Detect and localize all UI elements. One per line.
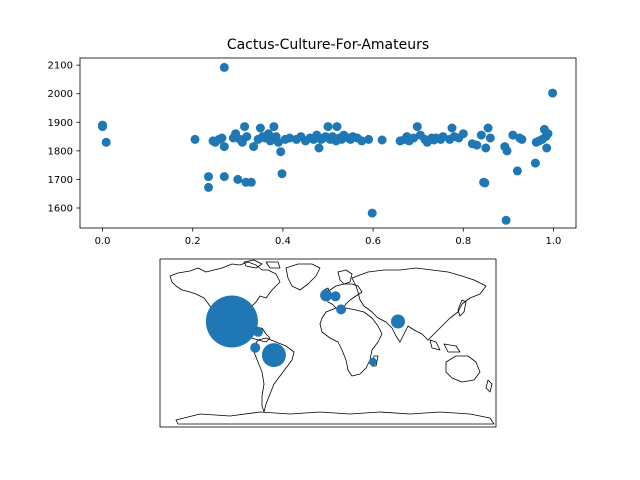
scatter-point <box>472 140 482 150</box>
scatter-point <box>269 122 279 132</box>
scatter-point <box>273 137 283 147</box>
scatter-point <box>357 136 367 146</box>
scatter-point <box>481 143 491 153</box>
scatter-point <box>101 137 111 147</box>
scatter-axes-frame <box>79 57 577 229</box>
y-tick-label: 2000 <box>48 89 73 100</box>
scatter-point <box>476 130 486 140</box>
y-tick-label: 1700 <box>48 175 73 186</box>
coastline-australia <box>445 355 481 383</box>
scatter-chart: Cactus-Culture-For-Amateurs 0.0 0.2 0.4 0.6… <box>48 37 577 247</box>
x-tick-label: 0.0 <box>95 236 111 247</box>
x-tick-label: 0.2 <box>185 236 201 247</box>
map-bubble <box>336 304 347 315</box>
map-bubble <box>320 289 333 302</box>
coastline-europe <box>325 283 363 311</box>
x-tick-label: 0.6 <box>365 236 381 247</box>
scatter-point <box>217 133 227 143</box>
scatter-point <box>501 215 511 225</box>
x-tick-label: 0.8 <box>455 236 471 247</box>
scatter-point <box>314 143 324 153</box>
map-bubbles <box>205 289 405 368</box>
map-bubble <box>250 342 261 353</box>
x-axis-ticks: 0.0 0.2 0.4 0.6 0.8 1.0 <box>95 228 562 247</box>
map-bubble <box>261 343 286 368</box>
scatter-point <box>204 172 213 182</box>
y-tick-label: 2100 <box>48 61 73 72</box>
scatter-point <box>517 134 527 144</box>
scatter-point <box>548 88 558 98</box>
y-axis-ticks: 1600 1700 1800 1900 2000 2100 <box>48 61 80 215</box>
scatter-point <box>364 134 374 144</box>
world-map-chart <box>159 258 497 428</box>
coastline-new-zealand <box>485 379 493 393</box>
map-bubble <box>240 321 251 332</box>
x-tick-label: 0.4 <box>275 236 291 247</box>
scatter-points <box>98 62 558 225</box>
scatter-point <box>255 123 265 133</box>
y-tick-label: 1900 <box>48 118 73 129</box>
coastline-antarctica <box>175 411 495 425</box>
scatter-point <box>530 158 540 168</box>
scatter-point <box>219 62 229 72</box>
scatter-point <box>412 122 422 132</box>
scatter-point <box>542 143 552 153</box>
scatter-point <box>98 122 107 132</box>
scatter-point <box>332 122 342 132</box>
map-frame <box>159 258 497 428</box>
scatter-point <box>502 146 512 156</box>
scatter-point <box>285 133 295 143</box>
chart-title: Cactus-Culture-For-Amateurs <box>227 37 429 53</box>
coastline-arctic-islands <box>243 259 281 269</box>
scatter-point <box>219 142 229 152</box>
scatter-point <box>377 135 387 145</box>
scatter-point <box>246 177 256 187</box>
coastline-scandinavia <box>337 269 353 285</box>
y-tick-label: 1800 <box>48 146 73 157</box>
coastline-africa <box>319 307 383 377</box>
coastline-southeast-asia <box>429 339 461 353</box>
scatter-point <box>264 129 273 139</box>
scatter-point <box>190 134 200 144</box>
coastline-greenland <box>285 263 321 291</box>
coastline-south-america <box>253 337 295 413</box>
scatter-point <box>483 123 493 133</box>
scatter-point <box>458 129 468 139</box>
scatter-point <box>249 142 259 152</box>
scatter-point <box>367 208 377 218</box>
coastline-asia <box>351 267 487 343</box>
scatter-point <box>323 122 333 132</box>
scatter-point <box>485 133 495 143</box>
scatter-point <box>233 174 243 184</box>
map-bubble <box>253 326 263 337</box>
scatter-point <box>277 169 287 179</box>
x-tick-label: 1.0 <box>546 236 562 247</box>
scatter-point <box>480 178 490 188</box>
scatter-point <box>204 182 213 192</box>
map-bubble <box>368 357 377 366</box>
coastline-japan <box>457 299 467 317</box>
scatter-point <box>276 147 286 157</box>
scatter-point <box>242 132 252 142</box>
y-tick-label: 1600 <box>48 204 73 215</box>
scatter-point <box>240 122 250 132</box>
map-area <box>160 259 496 427</box>
scatter-point <box>543 129 553 139</box>
scatter-point <box>219 172 229 182</box>
scatter-point <box>447 123 457 133</box>
map-bubble <box>330 291 341 302</box>
map-bubble <box>205 295 258 348</box>
map-bubble <box>391 314 405 329</box>
scatter-point <box>512 166 522 176</box>
